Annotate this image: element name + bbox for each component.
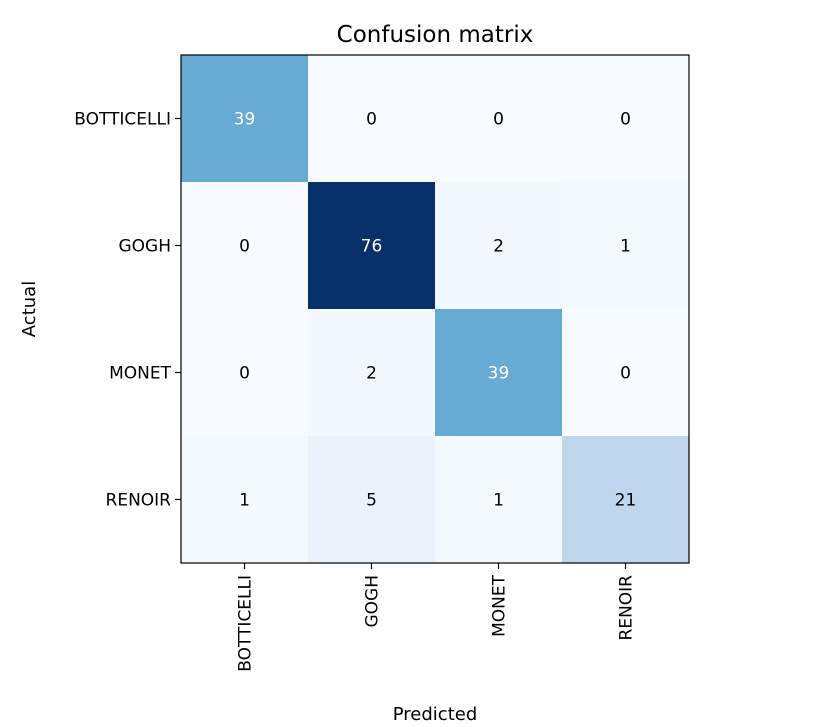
cell-value-label: 2 bbox=[366, 364, 377, 384]
x-tick-label: GOGH bbox=[363, 575, 383, 628]
cell-value-label: 0 bbox=[366, 110, 377, 130]
cell-value-label: 5 bbox=[366, 491, 377, 511]
heatmap-cell bbox=[181, 436, 309, 564]
x-axis-ticks: BOTTICELLI GOGH MONET RENOIR bbox=[236, 563, 637, 672]
heatmap-cell bbox=[435, 436, 563, 564]
heatmap-cell bbox=[435, 182, 563, 310]
cell-value-label: 39 bbox=[488, 364, 510, 384]
cell-value-label: 1 bbox=[493, 491, 504, 511]
plot-frame bbox=[180, 54, 690, 564]
cell-value-label: 21 bbox=[615, 491, 637, 511]
heatmap-cell bbox=[435, 55, 563, 183]
heatmap-cell bbox=[181, 182, 309, 310]
heatmap-cell bbox=[562, 309, 690, 437]
y-tick-label: BOTTICELLI bbox=[74, 110, 171, 130]
chart-title: Confusion matrix bbox=[337, 22, 534, 48]
x-axis-label: Predicted bbox=[393, 704, 478, 725]
heatmap-cell bbox=[308, 182, 436, 310]
heatmap-cells: 39 0 0 00 76 2 10 2 39 01 5 1 21 bbox=[181, 55, 690, 564]
y-axis-ticks: BOTTICELLI GOGH MONET RENOIR bbox=[74, 110, 181, 511]
y-axis-label: Actual bbox=[19, 281, 40, 337]
heatmap-cell bbox=[562, 436, 690, 564]
y-tick-label: RENOIR bbox=[106, 491, 172, 511]
heatmap-cell bbox=[181, 309, 309, 437]
heatmap-cell bbox=[308, 309, 436, 437]
y-tick-label: GOGH bbox=[118, 237, 171, 257]
heatmap-cell bbox=[562, 182, 690, 310]
heatmap-cell bbox=[308, 436, 436, 564]
cell-value-label: 0 bbox=[620, 110, 631, 130]
y-tick-label: MONET bbox=[109, 364, 172, 384]
x-tick-label: RENOIR bbox=[617, 575, 637, 641]
heatmap-cell bbox=[562, 55, 690, 183]
heatmap-cell bbox=[435, 309, 563, 437]
cell-value-label: 0 bbox=[239, 237, 250, 257]
cell-value-label: 1 bbox=[239, 491, 250, 511]
cell-value-label: 0 bbox=[239, 364, 250, 384]
x-tick-label: BOTTICELLI bbox=[236, 575, 256, 672]
cell-value-label: 0 bbox=[493, 110, 504, 130]
cell-value-label: 2 bbox=[493, 237, 504, 257]
cell-value-label: 76 bbox=[361, 237, 383, 257]
cell-value-label: 39 bbox=[234, 110, 256, 130]
cell-value-label: 0 bbox=[620, 364, 631, 384]
heatmap-cell bbox=[181, 55, 309, 183]
heatmap-cell bbox=[308, 55, 436, 183]
cell-value-label: 1 bbox=[620, 237, 631, 257]
x-tick-label: MONET bbox=[490, 574, 510, 637]
